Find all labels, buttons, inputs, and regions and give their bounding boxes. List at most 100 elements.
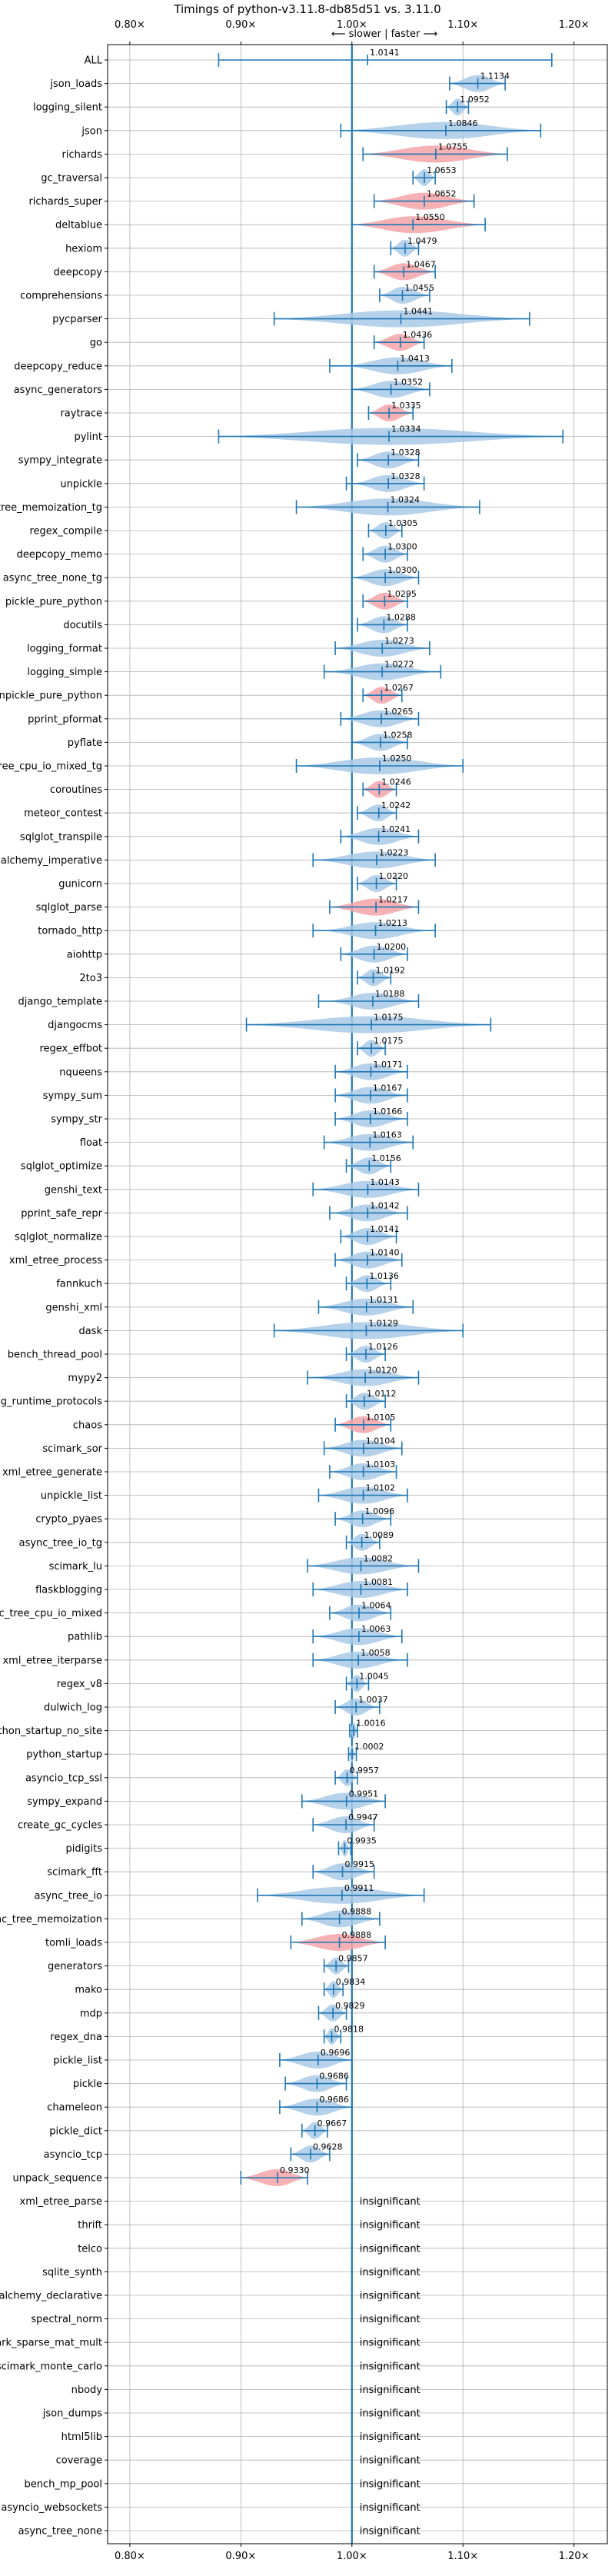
value-label: 0.9911 bbox=[344, 1883, 374, 1893]
value-label: 1.0246 bbox=[381, 777, 411, 787]
value-label: 1.0300 bbox=[387, 565, 417, 575]
benchmark-name-label: sympy_sum bbox=[43, 1090, 102, 1102]
insignificant-label: insignificant bbox=[360, 2196, 421, 2208]
value-label: 1.0652 bbox=[427, 189, 457, 199]
benchmark-name-label: scimark_lu bbox=[49, 1561, 102, 1573]
benchmark-name-label: deepcopy_memo bbox=[17, 549, 102, 561]
benchmark-name-label: async_tree_io_tg bbox=[19, 1537, 102, 1549]
x-tick-label-bottom: 0.80× bbox=[115, 2551, 145, 2562]
benchmark-name-label: chameleon bbox=[47, 2102, 102, 2114]
benchmark-name-label: gc_traversal bbox=[41, 173, 102, 185]
value-label: 1.0120 bbox=[367, 1366, 397, 1376]
insignificant-label: insignificant bbox=[360, 2455, 421, 2467]
benchmark-name-label: logging_simple bbox=[27, 667, 102, 678]
value-label: 1.0241 bbox=[381, 824, 411, 834]
value-label: 0.9947 bbox=[348, 1812, 378, 1822]
value-label: 1.0163 bbox=[372, 1130, 402, 1140]
benchmark-name-label: django_template bbox=[18, 997, 102, 1008]
benchmark-name-label: thrift bbox=[78, 2220, 102, 2232]
value-label: 1.0141 bbox=[370, 1224, 399, 1234]
benchmark-name-label: mypy2 bbox=[68, 1373, 102, 1384]
insignificant-label: insignificant bbox=[360, 2267, 421, 2278]
benchmark-name-label: aiohttp bbox=[67, 949, 102, 960]
benchmark-name-label: async_tree_memoization bbox=[0, 1914, 102, 1925]
value-label: 1.0112 bbox=[367, 1389, 397, 1399]
benchmark-name-label: scimark_sor bbox=[42, 1443, 102, 1455]
benchmark-name-label: crypto_pyaes bbox=[35, 1514, 102, 1526]
benchmark-name-label: logging_silent bbox=[33, 102, 102, 114]
value-label: 1.0455 bbox=[405, 283, 435, 293]
value-label: 1.0002 bbox=[354, 1742, 384, 1752]
benchmark-name-label: pickle_list bbox=[53, 2055, 102, 2067]
value-label: 1.0192 bbox=[376, 965, 406, 975]
benchmark-name-label: asyncio_tcp_ssl bbox=[25, 1772, 102, 1784]
value-label: 0.9667 bbox=[317, 2118, 347, 2128]
value-label: 1.0441 bbox=[403, 307, 433, 317]
benchmark-name-label: richards bbox=[62, 149, 103, 161]
benchmark-name-label: scimark_fft bbox=[47, 1867, 102, 1879]
benchmark-name-label: html5lib bbox=[62, 2431, 102, 2443]
benchmark-name-label: dulwich_log bbox=[44, 1702, 102, 1714]
insignificant-label: insignificant bbox=[360, 2526, 421, 2538]
benchmark-name-label: telco bbox=[78, 2243, 102, 2255]
x-tick-label-top: 1.00× bbox=[337, 19, 367, 31]
benchmark-name-label: gunicorn bbox=[58, 879, 102, 890]
benchmark-name-label: json_dumps bbox=[42, 2408, 102, 2420]
benchmark-name-label: xml_etree_generate bbox=[2, 1467, 102, 1479]
x-tick-label-bottom: 1.00× bbox=[337, 2551, 367, 2562]
benchmark-name-label: comprehensions bbox=[20, 291, 102, 302]
benchmark-name-label: genshi_text bbox=[45, 1184, 102, 1196]
benchmark-name-label: xml_etree_process bbox=[9, 1255, 102, 1266]
benchmark-name-label: python_startup bbox=[26, 1749, 102, 1761]
benchmark-name-label: async_tree_memoization_tg bbox=[0, 502, 102, 514]
value-label: 1.0223 bbox=[379, 847, 409, 857]
value-label: 1.0265 bbox=[384, 707, 414, 717]
insignificant-label: insignificant bbox=[360, 2431, 421, 2443]
insignificant-label: insignificant bbox=[360, 2361, 421, 2372]
benchmark-name-label: pylint bbox=[74, 431, 102, 443]
insignificant-label: insignificant bbox=[360, 2291, 421, 2302]
value-label: 1.0016 bbox=[356, 1719, 386, 1729]
value-label: 0.9888 bbox=[342, 1930, 372, 1940]
value-label: 0.9951 bbox=[349, 1789, 379, 1799]
value-label: 0.9628 bbox=[313, 2142, 343, 2152]
benchmark-name-label: asyncio_websockets bbox=[1, 2502, 102, 2514]
value-label: 1.1134 bbox=[480, 72, 510, 82]
value-label: 1.0653 bbox=[427, 165, 457, 175]
benchmark-name-label: pprint_pformat bbox=[28, 714, 102, 725]
marks-layer bbox=[218, 45, 564, 2544]
insignificant-label: insignificant bbox=[360, 2338, 421, 2349]
benchmark-name-label: regex_effbot bbox=[39, 1043, 102, 1055]
x-tick-label-top: 1.20× bbox=[559, 19, 590, 31]
value-label: 1.0136 bbox=[369, 1271, 399, 1281]
value-label: 1.0335 bbox=[391, 401, 421, 411]
benchmark-name-label: richards_super bbox=[28, 196, 102, 208]
benchmark-name-label: coverage bbox=[56, 2455, 102, 2467]
insignificant-label: insignificant bbox=[360, 2314, 421, 2325]
benchmark-name-label: genshi_xml bbox=[45, 1302, 102, 1313]
benchmark-name-label: nbody bbox=[71, 2385, 103, 2396]
value-label: 0.9696 bbox=[321, 2048, 351, 2058]
value-label: 1.0305 bbox=[388, 518, 418, 528]
value-label: 0.9857 bbox=[338, 1954, 368, 1964]
value-label: 1.0140 bbox=[370, 1248, 400, 1258]
value-label: 1.0200 bbox=[377, 942, 406, 952]
benchmark-name-label: coroutines bbox=[50, 784, 102, 796]
benchmark-name-label: json_loads bbox=[49, 78, 102, 90]
value-label: 1.0328 bbox=[391, 471, 420, 481]
benchmark-name-label: 2to3 bbox=[79, 973, 102, 984]
value-label: 1.0058 bbox=[361, 1648, 391, 1658]
value-label: 1.0126 bbox=[368, 1342, 398, 1352]
benchmark-name-label: bench_mp_pool bbox=[24, 2478, 102, 2490]
value-label: 1.0167 bbox=[373, 1083, 403, 1093]
benchmark-name-label: flaskblogging bbox=[35, 1585, 102, 1596]
benchmark-name-label: fannkuch bbox=[56, 1279, 102, 1290]
value-label: 1.0131 bbox=[369, 1295, 399, 1305]
x-tick-label-bottom: 0.90× bbox=[225, 2551, 256, 2562]
value-label: 1.0213 bbox=[378, 918, 408, 928]
value-label: 1.0064 bbox=[361, 1601, 391, 1611]
benchmark-name-label: meteor_contest bbox=[24, 808, 102, 820]
benchmark-name-label: tornado_http bbox=[38, 926, 102, 937]
benchmark-name-label: generators bbox=[48, 1961, 102, 1972]
